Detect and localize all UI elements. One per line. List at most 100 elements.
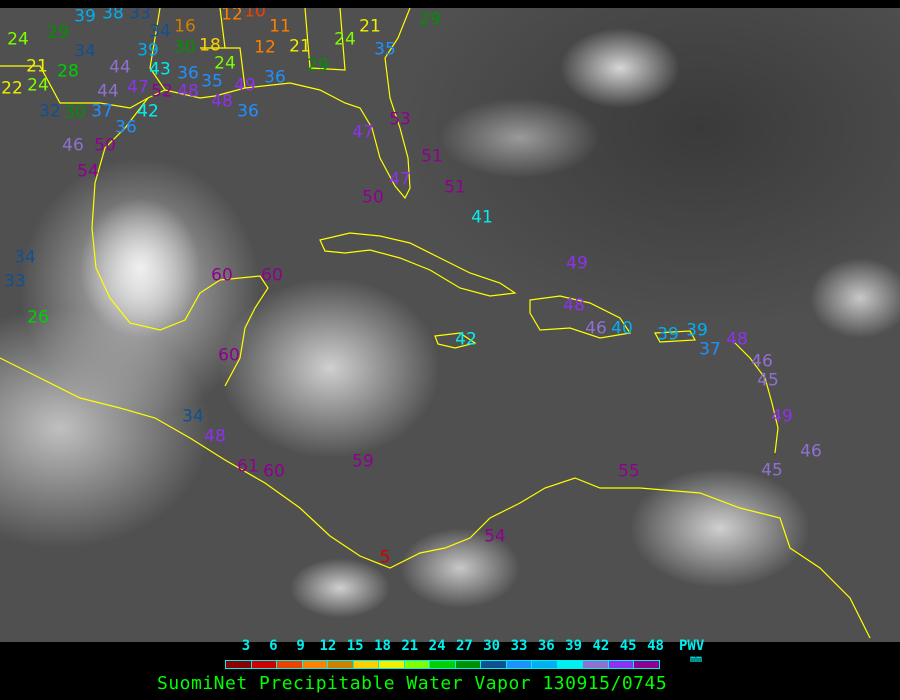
station-pwv-value: 49 <box>771 406 793 427</box>
station-pwv-value: 46 <box>751 351 773 372</box>
station-pwv-value: 32 <box>39 101 61 122</box>
station-pwv-value: 36 <box>115 117 137 138</box>
station-pwv-value: 39 <box>657 324 679 345</box>
color-scale-segment <box>404 661 430 668</box>
legend-tick: 6 <box>269 638 278 654</box>
color-scale-segment <box>430 661 456 668</box>
station-pwv-value: 33 <box>4 271 26 292</box>
station-pwv-value: 33 <box>129 8 151 24</box>
cuba <box>319 232 517 297</box>
legend-tick: 24 <box>428 638 446 654</box>
station-pwv-value: 21 <box>289 36 311 57</box>
station-pwv-value: 10 <box>244 8 266 22</box>
station-pwv-value: 24 <box>214 53 236 74</box>
station-pwv-value: 21 <box>26 56 48 77</box>
station-pwv-value: 45 <box>757 370 779 391</box>
color-scale-segment <box>557 661 583 668</box>
state-lines <box>149 8 346 91</box>
legend-ticks: 3 6 9 12 15 18 21 24 27 30 33 36 39 42 45 48 <box>228 638 668 654</box>
station-pwv-value: 37 <box>699 339 721 360</box>
station-pwv-value: 60 <box>218 345 240 366</box>
station-pwv-value: 52 <box>151 81 173 102</box>
legend-tick: 39 <box>565 638 583 654</box>
station-pwv-value: 53 <box>389 109 411 130</box>
color-scale-segment <box>608 661 634 668</box>
station-pwv-value: 49 <box>234 75 256 96</box>
color-scale-segment <box>302 661 328 668</box>
station-pwv-value: 36 <box>237 101 259 122</box>
legend-tick: 15 <box>346 638 364 654</box>
station-pwv-value: 54 <box>77 161 99 182</box>
station-pwv-value: 22 <box>1 78 23 99</box>
color-scale-segment <box>455 661 481 668</box>
mexico-coast <box>91 97 269 387</box>
legend-tick: 42 <box>592 638 610 654</box>
station-pwv-value: 37 <box>91 101 113 122</box>
station-pwv-value: 51 <box>421 146 443 167</box>
station-pwv-value: 40 <box>611 318 633 339</box>
station-pwv-value: 39 <box>74 8 96 27</box>
color-scale-segment <box>379 661 405 668</box>
puerto-rico <box>654 330 696 343</box>
image-title: SuomiNet Precipitable Water Vapor 130915… <box>157 673 668 694</box>
station-pwv-value: 48 <box>563 295 585 316</box>
color-scale-segment <box>532 661 558 668</box>
station-pwv-value: 29 <box>419 9 441 30</box>
legend-tick: 33 <box>510 638 528 654</box>
station-pwv-value: 39 <box>686 320 708 341</box>
station-pwv-value: 28 <box>57 61 79 82</box>
station-pwv-value: 47 <box>389 169 411 190</box>
pacific-coast <box>0 357 871 639</box>
station-pwv-value: 61 <box>237 456 259 477</box>
station-pwv-value: 35 <box>374 39 396 60</box>
legend-tick: 48 <box>647 638 664 654</box>
station-pwv-value: 16 <box>174 16 196 37</box>
station-pwv-value: 60 <box>211 265 233 286</box>
station-pwv-value: 42 <box>137 101 159 122</box>
lesser-antilles <box>734 342 779 454</box>
legend-tick: 27 <box>455 638 473 654</box>
color-scale-segment <box>277 661 303 668</box>
satellite-image: 24 29 39 38 33 34 16 12 10 11 21 24 35 29 34 21 28 44 39 43… <box>0 8 900 642</box>
station-pwv-value: 48 <box>204 426 226 447</box>
station-pwv-value: 30 <box>64 102 86 123</box>
station-pwv-value: 18 <box>199 35 221 56</box>
station-pwv-value: 44 <box>97 81 119 102</box>
legend-tick: 18 <box>374 638 391 654</box>
color-scale-segment <box>251 661 277 668</box>
legend-unit-label: PWV <box>679 638 705 654</box>
station-pwv-value: 60 <box>261 265 283 286</box>
legend-tick: 21 <box>401 638 419 654</box>
station-pwv-value: 46 <box>585 318 607 339</box>
station-pwv-value: 51 <box>444 177 466 198</box>
station-pwv-value: 34 <box>182 406 204 427</box>
station-pwv-value: 29 <box>47 22 69 43</box>
station-pwv-value: 38 <box>102 8 124 24</box>
coastlines <box>0 8 871 639</box>
station-pwv-value: 24 <box>27 75 49 96</box>
color-scale-bar <box>225 660 660 669</box>
station-pwv-value: 29 <box>307 55 329 76</box>
station-pwv-value: 48 <box>211 91 233 112</box>
station-pwv-value: 12 <box>221 8 243 25</box>
station-pwv-value: 54 <box>484 526 506 547</box>
station-pwv-value: 35 <box>201 71 223 92</box>
color-scale-segment <box>328 661 354 668</box>
station-pwv-value: 60 <box>263 461 285 482</box>
color-scale-segment <box>583 661 609 668</box>
station-pwv-value: 43 <box>149 59 171 80</box>
station-pwv-value: 12 <box>254 37 276 58</box>
station-pwv-value: 46 <box>800 441 822 462</box>
station-pwv-value: 42 <box>455 329 477 350</box>
station-pwv-value: 34 <box>14 247 36 268</box>
legend-tick: 45 <box>619 638 637 654</box>
station-pwv-value: 47 <box>127 77 149 98</box>
station-pwv-value: 21 <box>359 16 381 37</box>
station-pwv-value: 41 <box>471 207 493 228</box>
station-pwv-value: 24 <box>7 29 29 50</box>
station-pwv-value: 26 <box>27 307 49 328</box>
station-pwv-value: 48 <box>726 329 748 350</box>
color-scale-segment <box>353 661 379 668</box>
station-pwv-value: 30 <box>174 37 196 58</box>
